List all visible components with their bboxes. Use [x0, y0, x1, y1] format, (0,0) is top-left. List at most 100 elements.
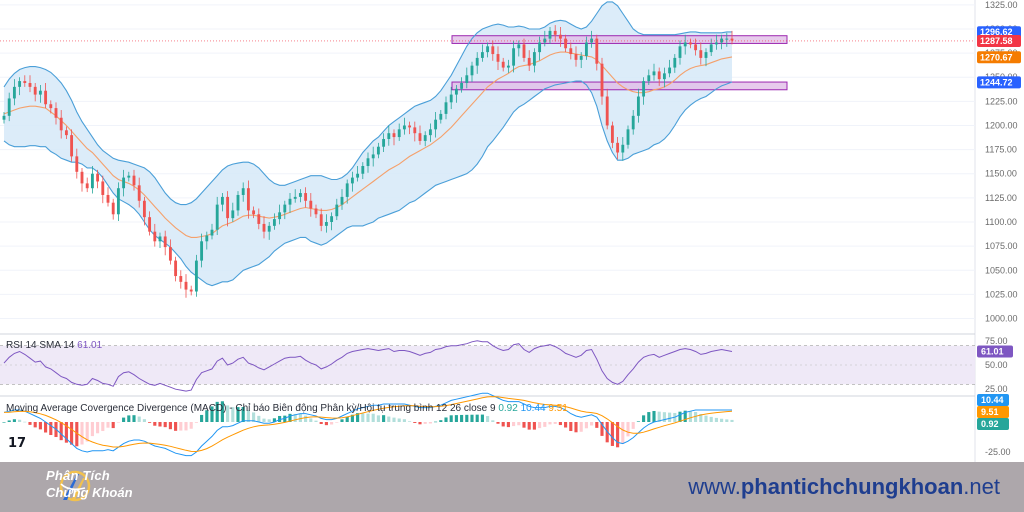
macd-histogram-bar [132, 415, 136, 422]
price-tick-label: 1025.00 [985, 289, 1018, 299]
macd-title-text: Moving Average Covergence Divergence (MA… [6, 402, 498, 414]
macd-value-tag [977, 394, 1009, 406]
macd-histogram-bar [241, 406, 245, 422]
macd-histogram-bar [647, 412, 651, 422]
candle-body [246, 188, 250, 211]
candle-body [85, 183, 89, 189]
macd-histogram-bar [288, 413, 292, 422]
macd-histogram-bar [491, 420, 495, 422]
candle-body [725, 38, 729, 40]
url-bold: phantichchungkhoan [740, 474, 964, 499]
macd-histogram-bar [28, 422, 32, 425]
macd-title: Moving Average Covergence Divergence (MA… [6, 402, 568, 414]
macd-histogram-bar [85, 422, 89, 442]
macd-histogram-bar [194, 422, 198, 423]
candle-body [720, 38, 724, 43]
macd-histogram-bar [267, 419, 271, 422]
rsi-title-text: RSI 14 SMA 14 [6, 340, 77, 351]
macd-histogram-bar [558, 422, 562, 426]
macd-histogram-bar [38, 422, 42, 430]
candle-body [59, 117, 63, 131]
macd-histogram-bar [694, 411, 698, 422]
url-suffix: .net [963, 474, 1000, 499]
candle-body [548, 30, 552, 39]
macd-histogram-bar [184, 422, 188, 431]
candle-body [142, 200, 146, 218]
candle-body [569, 48, 573, 55]
rsi-tick-label: 50.00 [985, 360, 1008, 370]
candle-body [49, 104, 53, 109]
brand-logo-icon [59, 470, 91, 502]
website-link[interactable]: www.phantichchungkhoan.net [688, 474, 1000, 500]
candle-body [496, 54, 500, 62]
candle-body [272, 219, 276, 226]
macd-value-tag-label: 10.44 [981, 395, 1004, 405]
macd-value-tag [977, 406, 1009, 418]
macd-histogram-bar [18, 419, 22, 422]
macd-histogram-bar [356, 413, 360, 422]
macd-histogram-bar [569, 422, 573, 432]
macd-histogram-bar [704, 415, 708, 422]
candle-body [158, 236, 162, 242]
candle-body [486, 46, 490, 53]
candle-body [148, 217, 152, 232]
macd-title-value: 9.51 [548, 403, 568, 414]
candle-body [439, 113, 443, 120]
candle-body [673, 57, 677, 68]
candle-body [288, 198, 292, 205]
macd-histogram-bar [371, 413, 375, 422]
macd-histogram-bar [428, 422, 432, 424]
macd-histogram-bar [298, 414, 302, 422]
candle-body [538, 42, 542, 53]
macd-histogram-bar [600, 422, 604, 436]
candle-body [652, 71, 656, 76]
macd-histogram-bar [662, 412, 666, 422]
candle-body [231, 210, 235, 219]
macd-histogram-bar [517, 422, 521, 426]
macd-histogram-bar [210, 406, 214, 422]
candle-body [574, 54, 578, 60]
price-tag-label: 1244.72 [980, 77, 1013, 87]
macd-histogram-bar [688, 411, 692, 422]
macd-histogram-bar [475, 414, 479, 422]
macd-histogram-bar [408, 421, 412, 422]
macd-histogram-bar [179, 422, 183, 431]
bollinger-upper-line [3, 1, 732, 206]
macd-histogram-bar [418, 422, 422, 425]
candle-body [595, 38, 599, 64]
candle-body [137, 185, 141, 201]
candle-body [626, 129, 630, 145]
candle-body [314, 208, 318, 215]
macd-histogram-bar [366, 413, 370, 422]
candle-body [174, 260, 178, 277]
macd-histogram-bar [111, 422, 115, 429]
candle-body [356, 173, 360, 178]
price-tag [977, 34, 1021, 47]
rsi-band-fill [0, 345, 975, 385]
macd-histogram-bar [231, 407, 235, 422]
macd-histogram-bar [460, 414, 464, 422]
macd-histogram-bar [538, 422, 542, 429]
candle-body [460, 83, 464, 89]
price-tick-label: 1100.00 [985, 217, 1017, 227]
macd-histogram-bar [434, 421, 438, 423]
macd-histogram-bar [90, 422, 94, 437]
candle-body [636, 96, 640, 116]
macd-value-tag-label: 9.51 [981, 407, 999, 417]
candle-body [18, 81, 22, 87]
macd-histogram-bar [636, 421, 640, 422]
macd-histogram-bar [309, 418, 313, 422]
price-tick-label: 1200.00 [985, 120, 1018, 130]
macd-histogram-bar [64, 422, 68, 443]
macd-histogram-bar [324, 422, 328, 426]
macd-histogram-bar [215, 401, 219, 422]
macd-histogram-bar [590, 422, 594, 426]
macd-histogram-bar [23, 421, 27, 423]
candle-body [475, 57, 479, 66]
candle-body [465, 75, 469, 84]
candle-body [579, 55, 583, 60]
candle-body [376, 146, 380, 155]
candle-body [704, 52, 708, 58]
macd-histogram-bar [226, 405, 230, 422]
candle-body [470, 65, 474, 76]
